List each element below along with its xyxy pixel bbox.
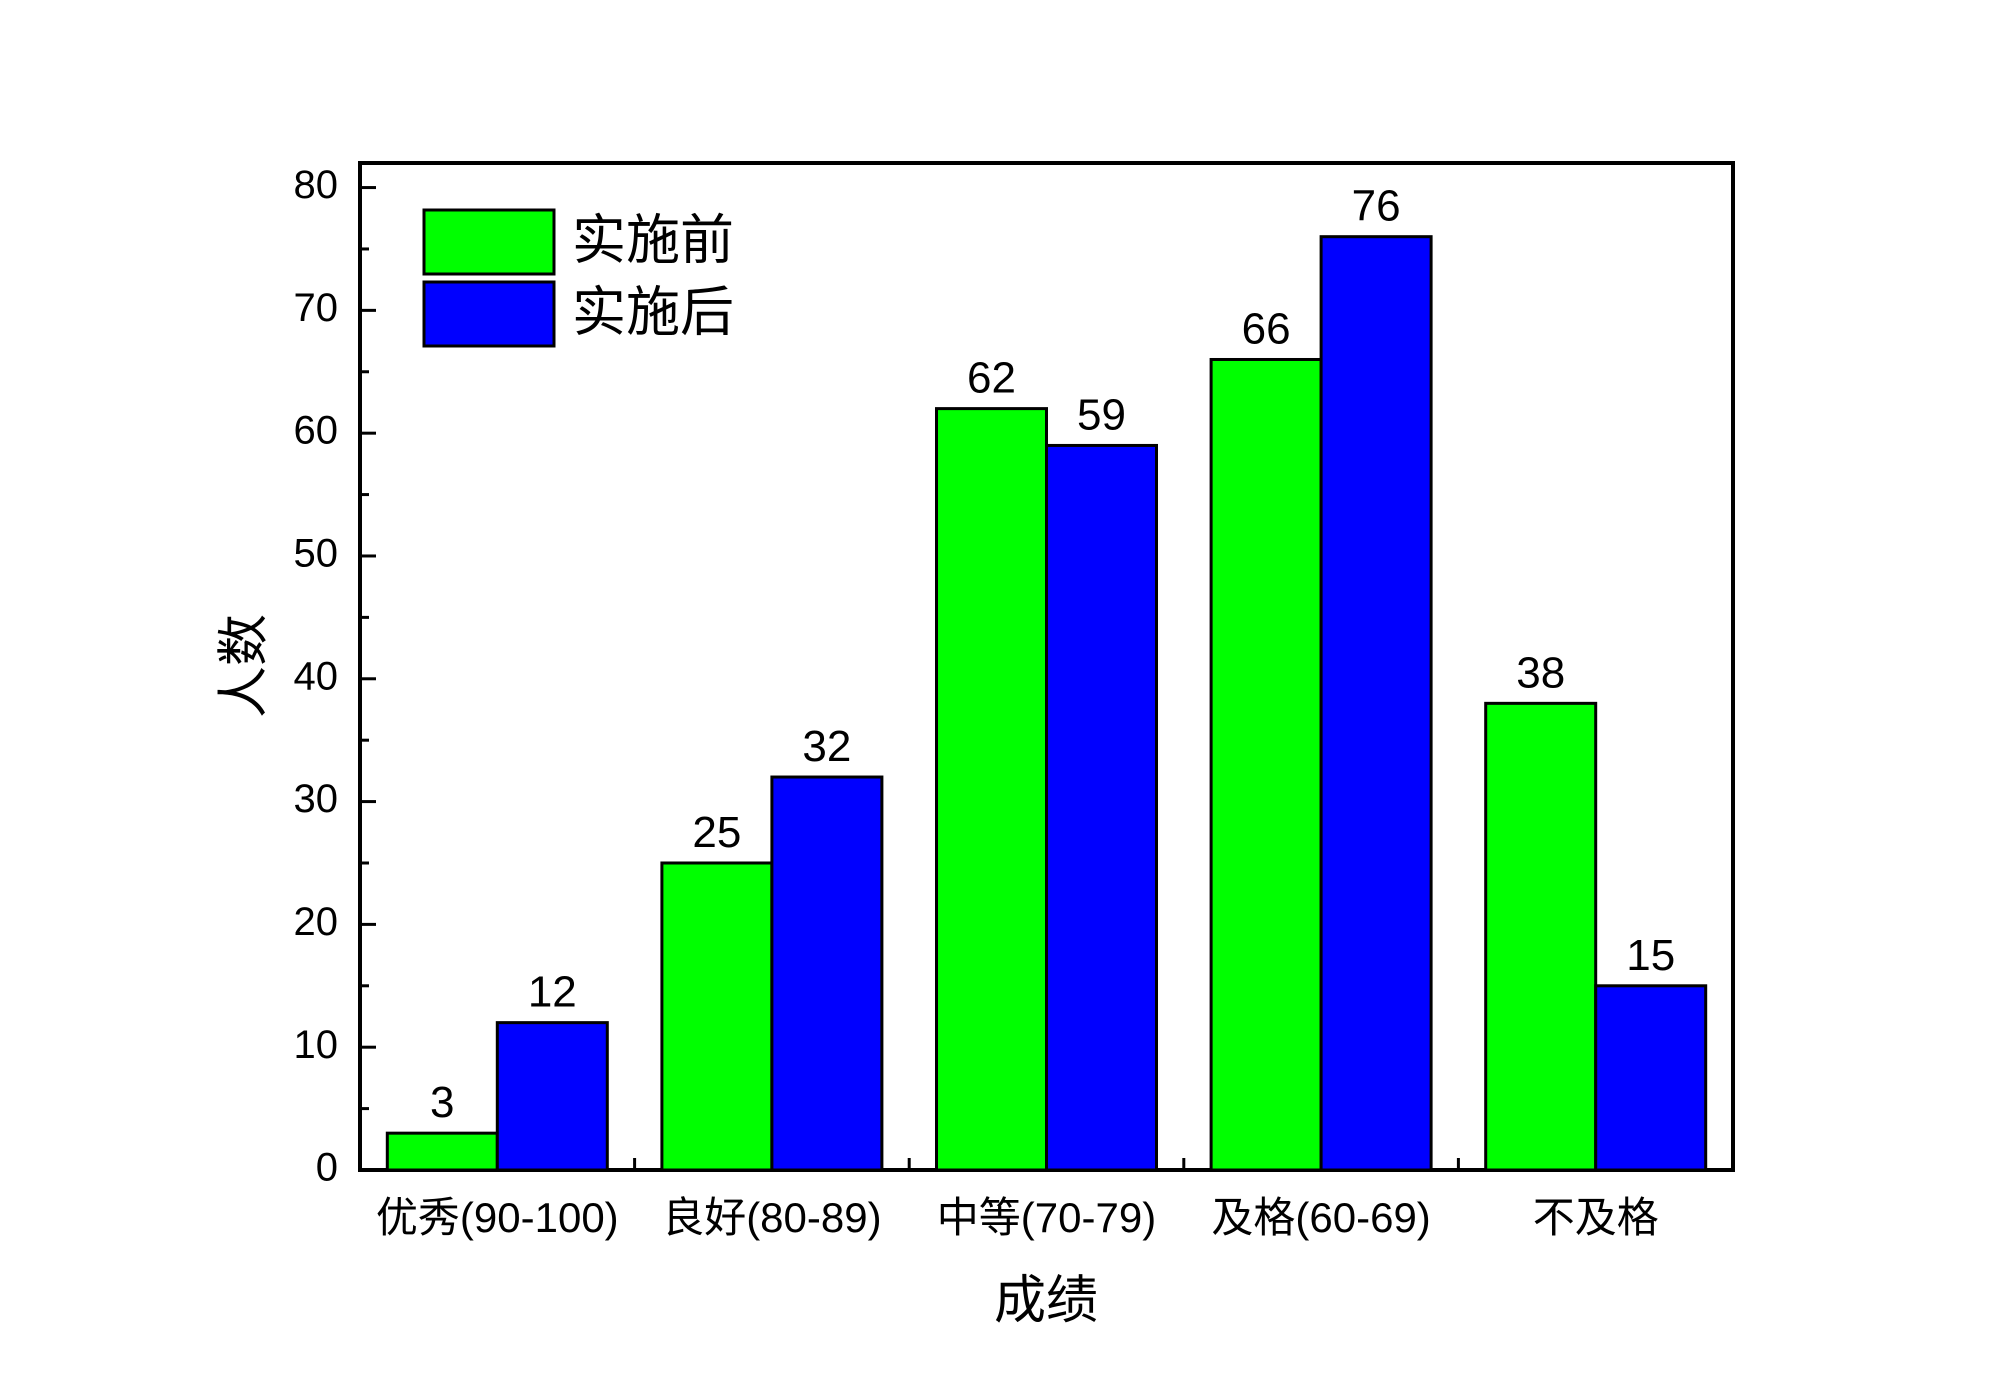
y-tick-label: 80: [294, 163, 339, 207]
value-label: 62: [967, 354, 1016, 403]
legend-swatch-after: [422, 280, 556, 348]
value-label: 3: [430, 1078, 454, 1127]
bar-before-1: [660, 861, 774, 1172]
legend-swatch-before: [422, 208, 556, 276]
value-label: 76: [1352, 182, 1401, 231]
bar-after-2: [1045, 443, 1158, 1172]
y-tick-label: 50: [294, 532, 339, 576]
value-label: 15: [1626, 931, 1675, 980]
y-tick-label: 10: [294, 1023, 339, 1067]
y-tick-label: 0: [316, 1146, 338, 1190]
x-category-label: 良好(80-89): [662, 1194, 881, 1241]
bar-after-0: [495, 1021, 609, 1172]
value-label: 66: [1242, 304, 1291, 353]
bar-after-4: [1594, 984, 1708, 1172]
bars-group: [385, 235, 1708, 1172]
y-tick-label: 60: [294, 409, 339, 453]
y-tick-label: 30: [294, 777, 339, 821]
legend-label: 实施后: [572, 282, 734, 342]
value-label: 32: [802, 722, 851, 771]
bar-after-3: [1319, 235, 1433, 1172]
x-category-label: 及格(60-69): [1211, 1194, 1430, 1241]
x-category-label: 不及格: [1533, 1194, 1659, 1241]
x-axis-title: 成绩: [994, 1272, 1098, 1330]
bar-before-0: [385, 1131, 499, 1172]
bar-before-3: [1209, 357, 1323, 1172]
legend-label: 实施前: [572, 210, 734, 270]
value-label: 25: [692, 808, 741, 857]
bar-after-1: [770, 775, 884, 1172]
bar-before-2: [935, 407, 1048, 1172]
value-label: 38: [1516, 648, 1565, 697]
value-labels-group: 3 25 62 66 38 12 32 59 76 15: [430, 182, 1675, 1127]
x-category-label: 优秀(90-100): [376, 1194, 619, 1241]
y-tick-label: 20: [294, 900, 339, 944]
y-tick-label: 70: [294, 286, 339, 330]
y-axis: 0 10 20 30 40 50 60 70 80: [294, 163, 376, 1190]
x-axis: 优秀(90-100) 良好(80-89) 中等(70-79) 及格(60-69) 不及格: [376, 1158, 1659, 1241]
value-label: 59: [1077, 390, 1126, 439]
value-label: 12: [528, 968, 577, 1017]
bar-before-4: [1484, 701, 1598, 1172]
x-category-label: 中等(70-79): [937, 1194, 1156, 1241]
y-axis-title: 人数: [216, 614, 274, 718]
y-tick-label: 40: [294, 654, 339, 698]
